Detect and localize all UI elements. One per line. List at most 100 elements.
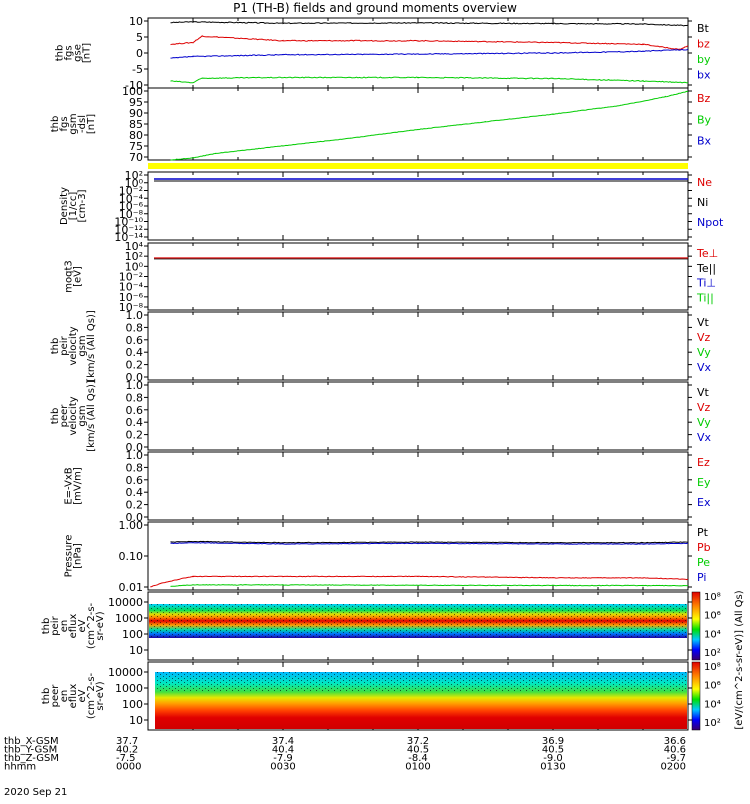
x-tick-label: 36.9 [542,736,564,747]
y-axis-label: peer [50,684,61,708]
legend-bx: bx [697,69,711,82]
y-axis-label: (cm^2-s- [86,602,97,649]
y-tick-label: 0.0 [126,371,144,384]
x-tick-label: 40.4 [272,745,294,756]
y-tick-label: 0.8 [126,321,144,334]
y-axis-label: peir [50,615,61,635]
x-tick-label: 0100 [405,762,430,773]
y-axis-label: fgs [59,116,70,131]
y-tick-label: 0.0 [126,511,144,524]
y-axis-label: [cm-3] [77,189,88,222]
y-tick-label: 1.0 [126,379,144,392]
legend-Ne: Ne [697,176,712,189]
y-tick-label: 95 [129,96,143,109]
y-axis-label: thb [41,618,52,635]
legend-Ez: Ez [697,456,710,469]
y-axis-label: [nT] [82,43,93,63]
panel-frame [147,171,689,241]
legend-Vt: Vt [697,316,710,329]
x-tick-label: 36.6 [664,736,686,747]
y-tick-label: 1.0 [126,449,144,462]
y-axis-label: peir [59,335,70,355]
panel-frame [147,521,689,591]
y-axis-label: [km/s (All Qs)] [86,310,97,382]
y-tick-label: 10⁻⁸ [119,208,144,221]
y-tick-label: 0.10 [119,550,144,563]
y-axis-label: thb [50,116,61,133]
y-tick-label: 10⁻¹⁰ [114,216,143,229]
x-tick-label: -7.5 [116,753,136,764]
y-tick-label: 0.2 [126,429,144,442]
y-axis-label: en [59,620,70,633]
y-axis-label: en [59,690,70,703]
legend-Vy: Vy [697,416,711,429]
y-tick-label: 0.8 [126,391,144,404]
legend-Vz: Vz [697,331,711,344]
series-Bt [170,20,689,27]
y-axis-label: thb [55,45,66,62]
y-axis-label: moqt3 [64,260,75,293]
colorbar-tick-label: 10⁸ [704,662,721,673]
colorbar-tick-label: 10⁶ [704,611,721,622]
legend-Pe: Pe [697,556,710,569]
y-tick-label: 10² [125,250,143,263]
y-tick-label: 0.8 [126,461,144,474]
y-axis-label: E=-VxB [64,467,75,504]
x-tick-label: 37.7 [116,736,138,747]
legend-Pi: Pi [697,571,706,584]
legend-by: by [697,53,711,66]
y-tick-label: 1.00 [119,519,144,532]
series-by [170,48,689,59]
y-tick-label: 5 [136,31,143,44]
y-tick-label: 10⁻⁶ [119,200,144,213]
x-tick-label: 0130 [540,762,565,773]
legend-Npot: Npot [697,216,724,229]
y-tick-label: 10⁰ [125,177,144,190]
colorbar-tick-label: 10² [704,648,721,659]
x-row-name: thb_Y-GSM [4,745,57,756]
y-axis-label: sr-eV) [95,611,106,640]
y-tick-label: 10⁻⁸ [119,301,144,314]
legend-Bz: Bz [697,92,711,105]
y-tick-label: 0.4 [126,486,144,499]
y-tick-label: 1000 [115,612,143,625]
y-axis-label: [km/s (All Qs)] [86,380,97,452]
y-tick-label: 0.4 [126,346,144,359]
y-axis-label: sr-eV) [95,681,106,710]
y-axis-label: peer [59,404,70,428]
panel-pressure: 1.00 0.10 0.01 Pressure[nPa] Pt Pb Pe Pi [64,519,711,594]
x-tick-label: 40.2 [116,745,138,756]
legend-Vx: Vx [697,361,712,374]
y-tick-label: 10 [129,644,143,657]
x-tick-label: 0000 [116,762,141,773]
x-row-name: thb_X-GSM [4,736,59,747]
x-date-label: 2020 Sep 21 [4,787,67,798]
x-tick-label: -9.7 [666,753,686,764]
series-bz [170,34,689,51]
y-axis-label: velocity [68,396,79,435]
legend-Vx: Vx [697,431,712,444]
colorbar [691,591,701,661]
y-axis-label: [mV/m] [73,467,84,505]
y-axis-label: eV [77,619,88,632]
y-tick-label: 70 [129,151,143,164]
colorbar-tick-label: 10⁴ [704,629,721,640]
y-tick-label: 0 [136,47,143,60]
legend-Vy: Vy [697,346,711,359]
colorbar [691,661,701,731]
y-tick-label: 10⁻¹⁴ [114,231,143,244]
panel-efield: 1.00.80.60.40.20.0 E=-VxB[mV/m] Ez Ey Ex [64,449,711,524]
y-tick-label: 0.0 [126,441,144,454]
y-tick-label: 80 [129,129,143,142]
legend-Vz: Vz [697,401,711,414]
y-tick-label: 0.01 [119,581,144,594]
panel-frame [147,451,689,521]
y-axis-label: gsm [77,335,88,356]
y-tick-label: 10 [129,15,143,28]
y-tick-label: 1.0 [126,309,144,322]
y-axis-label: eflux [68,684,79,709]
